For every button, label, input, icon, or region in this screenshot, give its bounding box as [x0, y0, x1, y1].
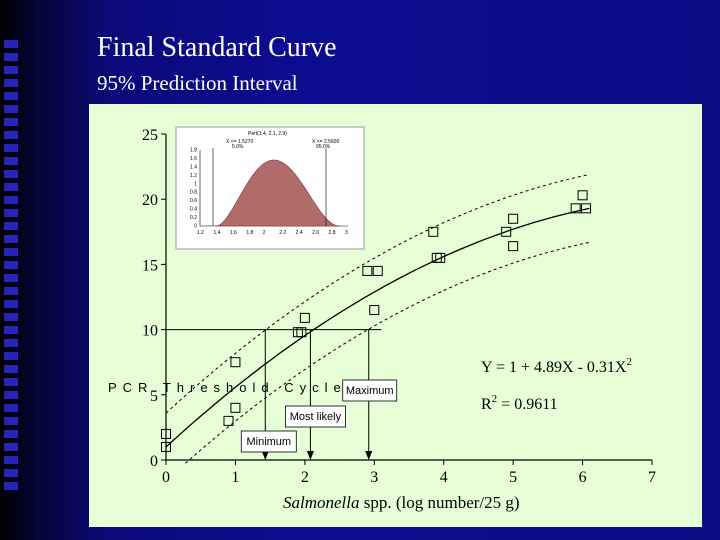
data-point [223, 415, 234, 426]
x-axis-label: Salmonella spp. (log number/25 g) [283, 493, 520, 512]
inset-x-tick: 3 [345, 230, 348, 236]
inset-y-tick: 0.4 [190, 207, 197, 213]
fitted-curve [165, 207, 590, 448]
slide-title: Final Standard Curve [97, 32, 337, 63]
inset-x-tick: 2.4 [296, 230, 303, 236]
x-tick-label: 6 [579, 469, 587, 486]
fit-equation: Y = 1 + 4.89X - 0.31X2 [481, 356, 632, 376]
data-point [299, 312, 310, 323]
r2-value: = 0.9611 [497, 396, 557, 413]
data-point [161, 428, 171, 439]
inset-x-tick: 2.2 [279, 230, 286, 236]
prediction-label-box [240, 430, 297, 453]
inset-y-tick: 0 [194, 224, 197, 230]
data-point [428, 226, 439, 237]
r2-prefix: R [481, 396, 492, 413]
prediction-markers: Minimum Most likely Maximum [166, 329, 398, 460]
x-tick-label: 0 [162, 469, 170, 486]
inset-x-tick: 1.6 [230, 230, 237, 236]
inset-y-tick: 1.2 [190, 173, 197, 179]
x-tick-label: 1 [231, 469, 239, 486]
inset-x-tick: 1.4 [213, 230, 220, 236]
fit-equation-text: Y = 1 + 4.89X - 0.31X [481, 359, 627, 376]
upper-prediction-band [165, 174, 590, 414]
inset-y-tick: 1.8 [190, 148, 197, 154]
inset-x-tick: 2.6 [312, 230, 319, 236]
inset-y-tick: 0.6 [190, 198, 197, 204]
prediction-label-box [285, 405, 346, 428]
data-point [296, 327, 307, 338]
inset-y-tick: 1 [194, 181, 197, 187]
inset-y-tick: 0.8 [190, 190, 197, 196]
y-axis-label: PCR Threshold Cycle [108, 380, 347, 395]
arrow-head [261, 451, 269, 460]
x-tick-label: 3 [370, 469, 378, 486]
inset-y-tick: 1.4 [190, 164, 197, 170]
lower-prediction-band [185, 241, 590, 464]
data-point [161, 441, 171, 452]
x-axis-label-italic: Salmonella [283, 493, 360, 512]
data-point [435, 252, 446, 263]
prediction-label: Maximum [346, 385, 394, 397]
data-point [372, 265, 383, 276]
fit-equation-sup: 2 [626, 356, 632, 368]
data-points [161, 190, 592, 452]
inset-title: Pert(1.4, 2.1, 2.9) [248, 131, 287, 137]
y-tick-label: 20 [142, 192, 158, 209]
arrow-head [365, 451, 373, 460]
x-tick-label: 4 [440, 469, 448, 486]
decorative-strip [4, 40, 18, 495]
x-axis-label-rest: spp. (log number/25 g) [360, 493, 520, 512]
r-squared: R2 = 0.9611 [481, 393, 558, 413]
y-tick-label: 15 [142, 257, 158, 274]
inset-right-pct: 95.0% [316, 144, 331, 150]
data-point [508, 241, 519, 252]
prediction-label: Minimum [246, 436, 291, 448]
inset-x-tick: 2 [263, 230, 266, 236]
data-point [369, 305, 380, 316]
y-tick-label: 25 [142, 127, 158, 144]
inset-left-value: X <= 1.5270 [226, 139, 253, 145]
data-point [508, 213, 519, 224]
inset-pert-curve [216, 159, 340, 227]
inset-x-tick: 1.2 [197, 230, 204, 236]
data-point [581, 203, 592, 214]
x-tick-label: 2 [301, 469, 309, 486]
pert-inset: Pert(1.4, 2.1, 2.9) X <= 1.5270 5.0% X <… [175, 126, 365, 250]
data-point [230, 357, 241, 368]
prediction-label-box [342, 379, 398, 402]
curves [165, 174, 590, 464]
r2-sup: 2 [492, 393, 498, 405]
x-tick-label: 7 [648, 469, 656, 486]
inset-y-tick: 1.6 [190, 156, 197, 162]
y-tick-label: 5 [150, 388, 158, 405]
arrow-head [306, 451, 314, 460]
prediction-label: Most likely [290, 411, 342, 423]
data-point [292, 327, 303, 338]
inset-x-tick: 1.8 [246, 230, 253, 236]
y-tick-label: 10 [142, 323, 158, 340]
data-point [362, 265, 373, 276]
y-tick-label: 0 [150, 453, 158, 470]
inset-left-pct: 5.0% [232, 144, 244, 150]
data-point [577, 190, 588, 201]
data-point [230, 402, 241, 413]
inset-y-tick: 0.2 [190, 215, 197, 221]
inset-right-value: X <= 2.5600 [312, 139, 339, 145]
data-point [570, 203, 581, 214]
slide-subtitle: 95% Prediction Interval [97, 71, 298, 95]
data-point [501, 226, 512, 237]
x-tick-label: 5 [509, 469, 517, 486]
inset-x-tick: 2.8 [329, 230, 336, 236]
